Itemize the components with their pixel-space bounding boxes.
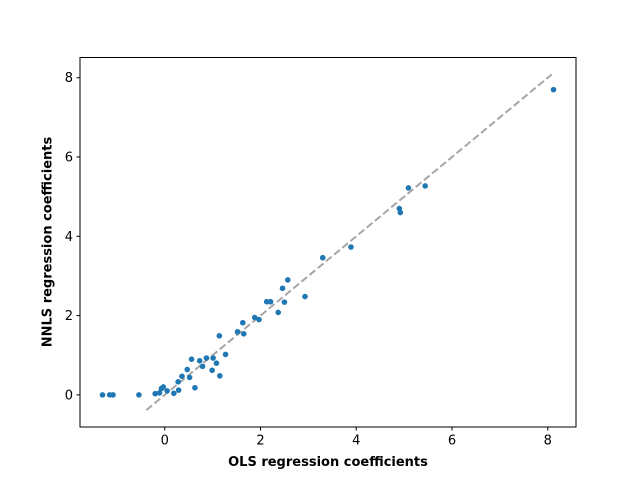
x-tick-label: 2 [256, 434, 264, 449]
data-point [302, 293, 308, 300]
data-point [203, 355, 210, 361]
data-point [405, 185, 412, 191]
data-point [279, 285, 286, 292]
data-point [234, 329, 241, 335]
x-axis-label: OLS regression coefficients [228, 455, 428, 470]
y-tick-label: 6 [65, 151, 73, 166]
data-point [156, 390, 163, 396]
axes-spines [79, 57, 577, 428]
data-point [160, 384, 167, 390]
data-point [222, 351, 229, 358]
data-point [210, 355, 216, 361]
y-axis-label: NNLS regression coefficients [40, 136, 56, 348]
data-point [164, 388, 170, 394]
data-point [281, 299, 288, 305]
data-point [209, 367, 215, 374]
y-tick-label: 4 [65, 230, 73, 245]
data-point [110, 392, 116, 398]
data-point [240, 331, 247, 337]
data-point [422, 183, 428, 189]
y-tick-label: 2 [65, 309, 73, 324]
data-point [284, 277, 291, 283]
x-tick-label: 6 [448, 434, 456, 449]
data-point [263, 298, 270, 305]
data-point [179, 373, 185, 380]
data-point [192, 384, 198, 391]
data-point [275, 309, 282, 316]
data-point [184, 366, 191, 373]
data-point [199, 363, 206, 370]
y-tick-label: 8 [65, 71, 73, 86]
y-tick-label: 0 [65, 388, 73, 403]
data-point [196, 357, 203, 364]
data-point [319, 254, 326, 261]
data-point [267, 298, 274, 305]
data-point [256, 316, 262, 323]
data-point [188, 356, 195, 363]
data-point [175, 387, 182, 393]
data-point [397, 209, 404, 216]
data-point [171, 390, 177, 397]
data-point [239, 319, 246, 326]
data-point [99, 392, 106, 398]
x-tick-label: 4 [352, 434, 360, 449]
data-point [136, 392, 142, 398]
data-point [251, 314, 258, 321]
data-point [216, 373, 223, 379]
data-point [175, 379, 181, 385]
data-point [152, 390, 158, 397]
data-point [550, 86, 557, 93]
data-point [348, 244, 354, 250]
x-tick-label: 0 [161, 434, 169, 449]
data-point [213, 360, 220, 366]
data-point [186, 374, 193, 381]
x-tick-label: 8 [544, 434, 552, 449]
data-point [216, 333, 223, 339]
identity-line [145, 73, 553, 411]
